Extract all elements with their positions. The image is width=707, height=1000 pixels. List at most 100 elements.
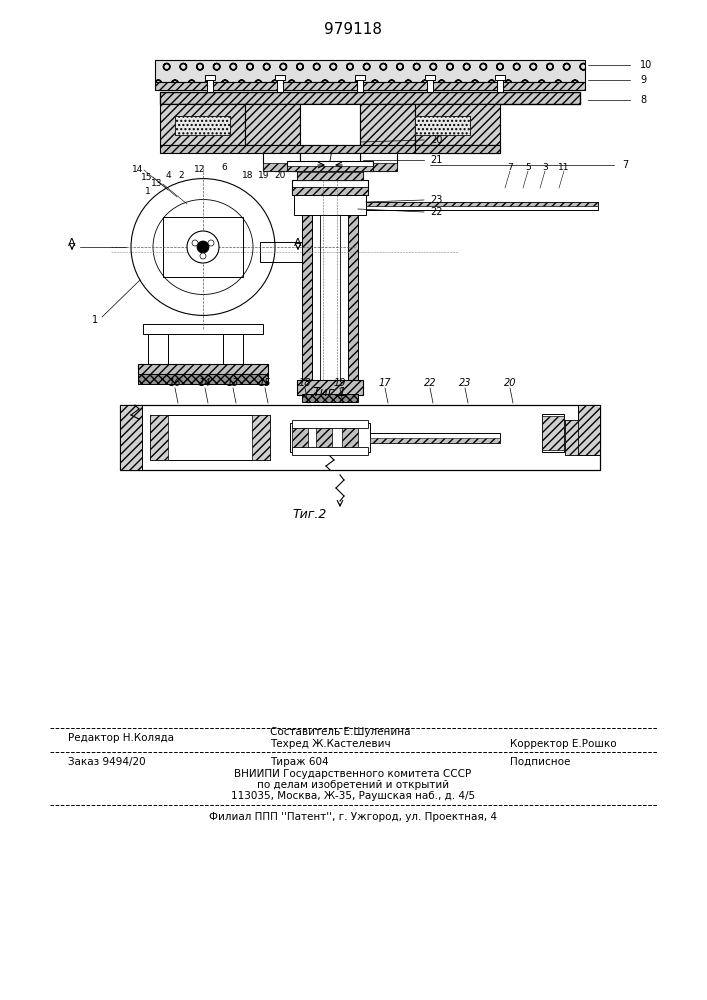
Bar xyxy=(155,82,585,90)
Circle shape xyxy=(200,253,206,259)
Bar xyxy=(150,415,270,460)
Text: 18: 18 xyxy=(299,378,311,388)
Bar xyxy=(252,415,270,460)
Text: 19: 19 xyxy=(258,170,270,180)
Text: 16: 16 xyxy=(169,378,181,388)
Text: Τиг.1: Τиг.1 xyxy=(312,385,347,398)
Bar xyxy=(163,217,243,277)
Bar xyxy=(260,242,302,262)
Circle shape xyxy=(192,240,198,246)
Text: 11: 11 xyxy=(559,163,570,172)
Bar xyxy=(292,427,308,450)
Bar xyxy=(302,180,312,380)
Bar xyxy=(425,75,435,80)
Bar xyxy=(297,380,363,395)
Text: 2: 2 xyxy=(178,170,184,180)
Bar xyxy=(495,75,505,80)
Text: 3: 3 xyxy=(542,163,548,172)
Circle shape xyxy=(208,240,214,246)
Bar xyxy=(300,153,360,180)
Text: 9: 9 xyxy=(640,75,646,85)
Text: 5: 5 xyxy=(525,163,531,172)
Bar xyxy=(316,427,332,450)
Bar xyxy=(263,153,300,171)
Bar xyxy=(565,420,578,455)
Bar xyxy=(287,166,373,171)
Text: 19: 19 xyxy=(334,378,346,388)
Bar xyxy=(160,104,245,145)
Bar xyxy=(148,334,168,364)
Text: 13: 13 xyxy=(151,180,163,188)
Text: 1: 1 xyxy=(92,315,98,325)
Circle shape xyxy=(187,231,219,263)
Bar xyxy=(497,78,503,92)
Text: 113035, Москва, Ж-35, Раушская наб., д. 4/5: 113035, Москва, Ж-35, Раушская наб., д. … xyxy=(231,791,475,801)
Text: 4: 4 xyxy=(165,170,171,180)
Text: Филиал ППП ''Патент'', г. Ужгород, ул. Проектная, 4: Филиал ППП ''Патент'', г. Ужгород, ул. П… xyxy=(209,812,497,822)
Text: 23: 23 xyxy=(459,378,472,388)
Text: Подписное: Подписное xyxy=(510,757,571,767)
Bar xyxy=(415,145,500,153)
Bar xyxy=(138,374,268,384)
Bar xyxy=(120,464,600,470)
Circle shape xyxy=(197,241,209,253)
Text: 14: 14 xyxy=(199,378,211,388)
Bar xyxy=(342,427,358,450)
Bar xyxy=(155,60,585,82)
Bar xyxy=(207,78,213,92)
Bar xyxy=(358,202,598,210)
Text: 22: 22 xyxy=(430,207,443,217)
Text: 10: 10 xyxy=(640,60,653,70)
Text: Заказ 9494/20: Заказ 9494/20 xyxy=(68,757,146,767)
Bar xyxy=(302,394,358,402)
Bar xyxy=(287,161,373,171)
Text: ВНИИПИ Государственного комитета СССР: ВНИИПИ Государственного комитета СССР xyxy=(235,769,472,779)
Text: A: A xyxy=(68,238,76,248)
Text: A: A xyxy=(294,238,302,248)
Bar xyxy=(578,405,600,455)
Text: Корректор Е.Рошко: Корректор Е.Рошко xyxy=(510,739,617,749)
Text: 7: 7 xyxy=(622,160,629,170)
Bar xyxy=(355,75,365,80)
Bar xyxy=(542,414,564,452)
Bar xyxy=(175,116,230,135)
Text: Техред Ж.Кастелевич: Техред Ж.Кастелевич xyxy=(270,739,391,749)
Bar xyxy=(415,116,470,135)
Text: 8: 8 xyxy=(640,95,646,105)
Bar xyxy=(297,172,363,180)
Bar xyxy=(565,420,578,455)
Text: 20: 20 xyxy=(504,378,516,388)
Bar xyxy=(294,195,366,215)
Bar xyxy=(175,116,230,135)
Bar xyxy=(205,75,215,80)
Bar xyxy=(300,104,360,145)
Bar xyxy=(415,116,470,135)
Bar xyxy=(292,420,368,428)
Text: 20: 20 xyxy=(430,135,443,145)
Text: 979118: 979118 xyxy=(324,22,382,37)
Bar xyxy=(120,405,142,470)
Text: по делам изобретений и открытий: по делам изобретений и открытий xyxy=(257,780,449,790)
Text: 15: 15 xyxy=(141,172,153,182)
Text: 13: 13 xyxy=(227,378,239,388)
Bar xyxy=(542,416,564,450)
Bar xyxy=(275,75,285,80)
Bar xyxy=(290,423,370,452)
Bar xyxy=(223,334,243,364)
Bar xyxy=(277,78,283,92)
Bar xyxy=(542,418,564,448)
Bar xyxy=(120,405,600,470)
Bar xyxy=(138,364,268,374)
Bar xyxy=(357,78,363,92)
Bar xyxy=(245,104,300,145)
Bar xyxy=(292,180,368,195)
Text: 23: 23 xyxy=(430,195,443,205)
Bar xyxy=(360,163,397,171)
Text: 17: 17 xyxy=(379,378,391,388)
Text: Тираж 604: Тираж 604 xyxy=(270,757,329,767)
Bar xyxy=(370,438,500,443)
Bar xyxy=(120,405,600,411)
Bar xyxy=(263,163,300,171)
Bar xyxy=(160,92,580,104)
Bar xyxy=(360,104,415,145)
